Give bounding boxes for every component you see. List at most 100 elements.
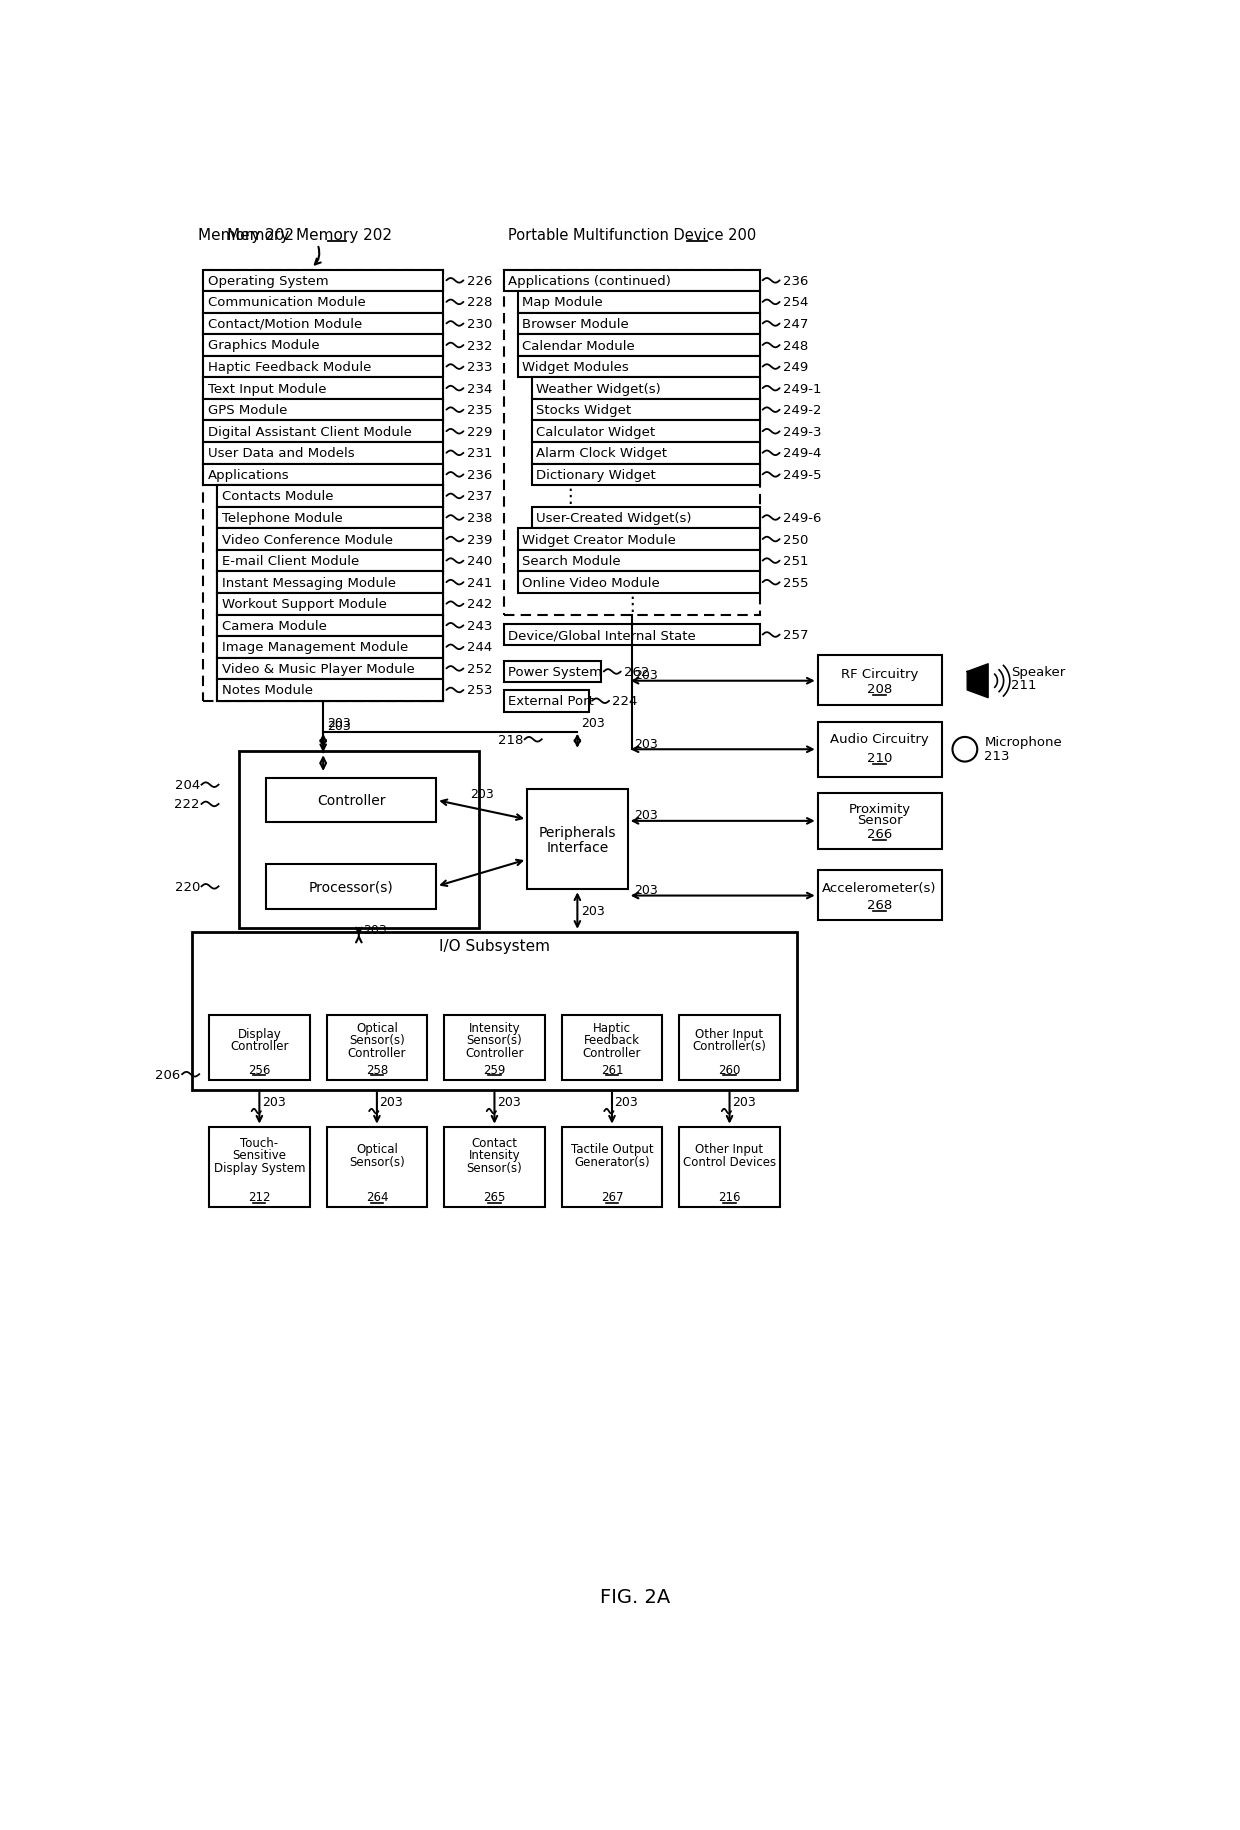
Text: Sensor(s): Sensor(s): [466, 1034, 522, 1047]
Text: 236: 236: [782, 274, 808, 287]
Text: Optical: Optical: [356, 1142, 398, 1155]
Text: 206: 206: [155, 1069, 181, 1082]
Text: Other Input: Other Input: [696, 1142, 764, 1155]
Text: 216: 216: [718, 1191, 740, 1204]
Text: Browser Module: Browser Module: [522, 318, 629, 331]
Bar: [444, 1016, 544, 1082]
Bar: [217, 551, 444, 573]
Text: 249-3: 249-3: [782, 426, 821, 439]
Text: 204: 204: [175, 780, 200, 792]
Bar: [203, 357, 444, 379]
Bar: [210, 1127, 310, 1208]
Text: 238: 238: [466, 512, 492, 525]
Bar: [217, 637, 444, 659]
Text: 249: 249: [782, 361, 808, 373]
Text: Optical: Optical: [356, 1021, 398, 1034]
Text: Widget Modules: Widget Modules: [522, 361, 629, 373]
Text: 235: 235: [466, 404, 492, 417]
Text: Video Conference Module: Video Conference Module: [222, 533, 393, 545]
Text: Workout Support Module: Workout Support Module: [222, 598, 387, 611]
Text: Intensity: Intensity: [469, 1149, 521, 1162]
Text: 252: 252: [466, 662, 492, 675]
Text: Intensity: Intensity: [469, 1021, 521, 1034]
Text: 203: 203: [497, 1094, 521, 1107]
Text: Widget Creator Module: Widget Creator Module: [522, 533, 676, 545]
Text: 267: 267: [600, 1191, 624, 1204]
Text: 203: 203: [634, 668, 657, 683]
Text: 234: 234: [466, 382, 492, 395]
Text: Speaker: Speaker: [1012, 666, 1065, 679]
Text: 226: 226: [466, 274, 492, 287]
Text: Search Module: Search Module: [522, 554, 621, 567]
Bar: [217, 487, 444, 507]
Text: 222: 222: [175, 798, 200, 811]
Text: 265: 265: [484, 1191, 506, 1204]
Bar: [503, 271, 759, 615]
Text: Sensor(s): Sensor(s): [466, 1160, 522, 1175]
Text: 241: 241: [466, 576, 492, 589]
Bar: [203, 443, 444, 465]
Bar: [203, 293, 444, 313]
Bar: [503, 661, 600, 683]
Bar: [217, 529, 444, 551]
Text: 257: 257: [782, 630, 808, 642]
Text: 212: 212: [248, 1191, 270, 1204]
Text: User Data and Models: User Data and Models: [207, 447, 355, 459]
Text: Operating System: Operating System: [207, 274, 329, 287]
Text: Alarm Clock Widget: Alarm Clock Widget: [536, 447, 667, 459]
Text: 203: 203: [582, 716, 605, 730]
Text: 203: 203: [634, 884, 657, 897]
Text: 250: 250: [782, 533, 808, 545]
Text: 259: 259: [484, 1063, 506, 1076]
Bar: [217, 593, 444, 615]
Text: 203: 203: [470, 789, 494, 802]
Text: 242: 242: [466, 598, 492, 611]
Text: 262: 262: [624, 666, 650, 679]
Text: 213: 213: [985, 750, 1009, 763]
Text: 203: 203: [327, 716, 351, 730]
Bar: [817, 794, 941, 849]
Text: Communication Module: Communication Module: [207, 296, 366, 309]
Polygon shape: [967, 664, 988, 699]
Bar: [203, 271, 444, 293]
Text: Touch-: Touch-: [241, 1136, 279, 1149]
Bar: [444, 1127, 544, 1208]
Text: External Port: External Port: [508, 695, 594, 708]
Bar: [518, 551, 759, 573]
Text: 244: 244: [466, 640, 492, 653]
Text: 233: 233: [466, 361, 492, 373]
Text: Haptic Feedback Module: Haptic Feedback Module: [207, 361, 371, 373]
Bar: [503, 271, 759, 293]
Text: Applications: Applications: [207, 468, 289, 481]
Text: Controller: Controller: [583, 1047, 641, 1060]
Text: Map Module: Map Module: [522, 296, 603, 309]
Text: FIG. 2A: FIG. 2A: [600, 1587, 671, 1607]
Text: Applications (continued): Applications (continued): [508, 274, 671, 287]
Text: Portable Multifunction Device 200: Portable Multifunction Device 200: [507, 229, 755, 243]
Text: 248: 248: [782, 339, 808, 353]
Text: Digital Assistant Client Module: Digital Assistant Client Module: [207, 426, 412, 439]
Bar: [217, 507, 444, 529]
Text: 220: 220: [175, 880, 200, 893]
Bar: [217, 573, 444, 593]
Text: 240: 240: [466, 554, 492, 567]
Text: Online Video Module: Online Video Module: [522, 576, 660, 589]
Bar: [217, 615, 444, 637]
Text: Display System: Display System: [213, 1160, 305, 1175]
Text: 249-2: 249-2: [782, 404, 821, 417]
Text: 229: 229: [466, 426, 492, 439]
Text: Telephone Module: Telephone Module: [222, 512, 342, 525]
Text: RF Circuitry: RF Circuitry: [841, 668, 919, 681]
Text: 203: 203: [262, 1094, 285, 1107]
Text: Memory: Memory: [227, 229, 294, 243]
Bar: [265, 778, 436, 824]
Text: GPS Module: GPS Module: [207, 404, 288, 417]
Text: 253: 253: [466, 684, 492, 697]
Text: 218: 218: [497, 734, 523, 747]
Text: Display: Display: [238, 1028, 281, 1041]
Text: Calculator Widget: Calculator Widget: [536, 426, 656, 439]
Text: Sensor: Sensor: [857, 813, 903, 827]
Text: Other Input: Other Input: [696, 1028, 764, 1041]
Text: Audio Circuitry: Audio Circuitry: [831, 732, 929, 745]
Text: 243: 243: [466, 619, 492, 633]
